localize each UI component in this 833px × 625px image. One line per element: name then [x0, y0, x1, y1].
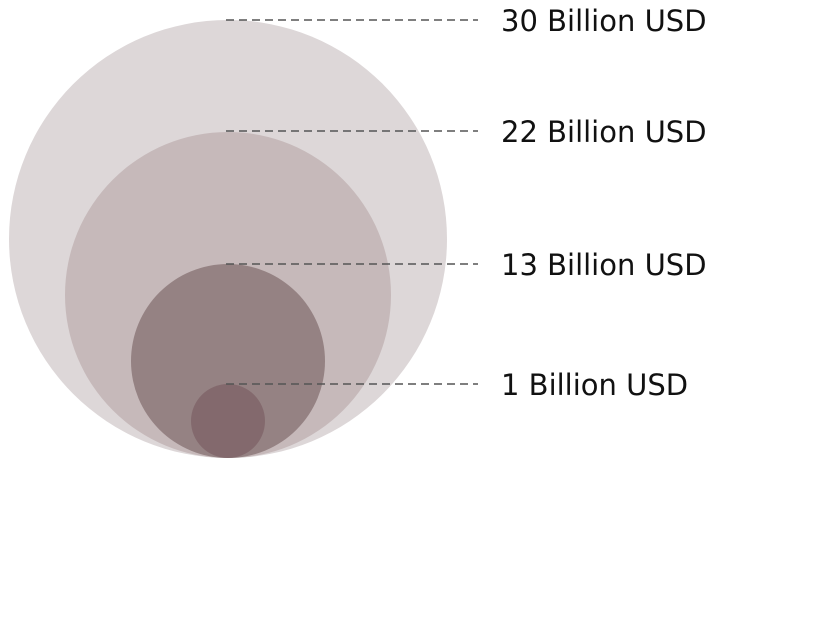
label-13-billion: 13 Billion USD: [501, 248, 707, 282]
label-22-billion: 22 Billion USD: [501, 115, 707, 149]
bubble-1-billion: [191, 384, 265, 458]
bubble-13-billion: [131, 264, 325, 458]
label-30-billion: 30 Billion USD: [501, 4, 707, 38]
label-1-billion: 1 Billion USD: [501, 368, 688, 402]
